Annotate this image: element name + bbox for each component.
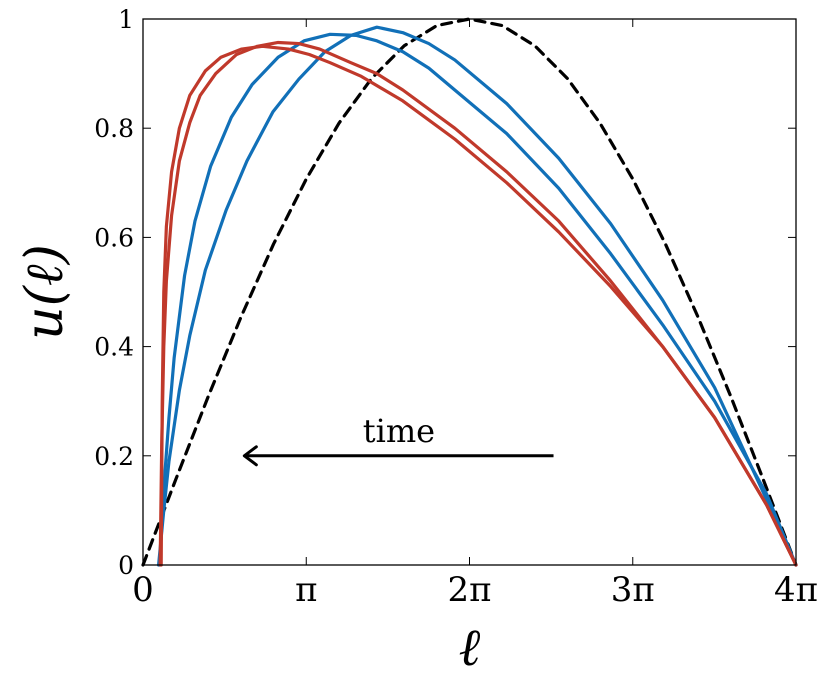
y-tick-label: 0.8 xyxy=(94,114,134,143)
x-tick-label: π xyxy=(295,570,317,610)
x-tick-label: 0 xyxy=(132,570,154,610)
series-line-3 xyxy=(158,32,798,567)
annotation-layer: time xyxy=(242,412,554,467)
y-tick-label: 0.2 xyxy=(94,442,134,471)
x-tick-label: 2π xyxy=(448,570,492,610)
y-tick-label: 1 xyxy=(118,5,134,34)
x-tick-label: 3π xyxy=(611,570,655,610)
series-line-4 xyxy=(158,40,798,567)
y-tick-label: 0.4 xyxy=(94,333,134,362)
y-axis-label: u(ℓ) xyxy=(15,244,75,340)
y-tick-label: 0.6 xyxy=(94,223,134,252)
x-axis-label: ℓ xyxy=(459,618,481,678)
x-tick-label: 4π xyxy=(774,570,818,610)
tick-layer: 0 π 2π 3π 4π 0 0.2 0.4 0.6 0.8 1 xyxy=(94,5,818,610)
time-arrow-head xyxy=(242,445,258,467)
series-line-5 xyxy=(159,44,798,567)
time-label: time xyxy=(363,412,435,450)
series-layer xyxy=(141,17,798,567)
y-tick-label: 0 xyxy=(118,551,134,580)
